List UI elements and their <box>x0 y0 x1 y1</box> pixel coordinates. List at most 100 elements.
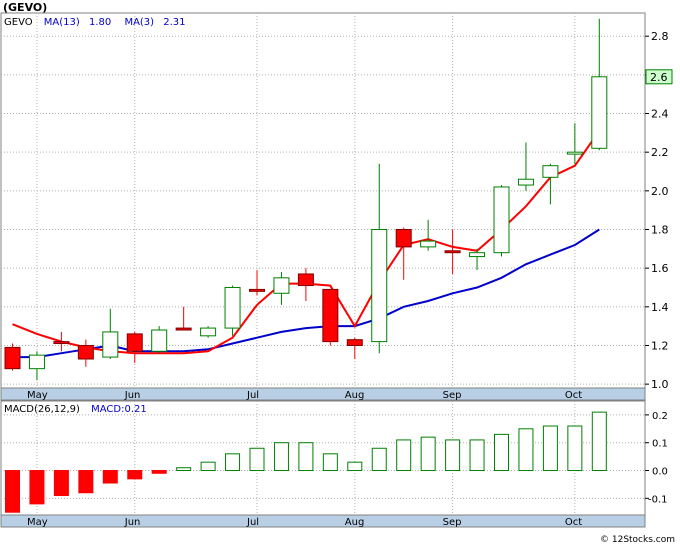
legend-ma13-value: 1.80 <box>89 17 111 28</box>
month-label-aug: Aug <box>345 517 365 528</box>
candle-10 <box>249 270 265 296</box>
candle-body <box>53 341 70 345</box>
price-date-axis: May Jun Jul Aug Sep Oct <box>27 390 582 401</box>
candle-body <box>469 252 486 258</box>
price-tick-label: 2.4 <box>651 108 669 121</box>
candle-body <box>28 354 45 370</box>
candle-19 <box>469 248 486 271</box>
macd-bar-7 <box>176 467 192 472</box>
candle-body <box>346 339 363 346</box>
price-axis: 1.0 1.2 1.4 1.6 1.8 2.0 2.2 2.4 2.6 2.8 <box>645 30 669 391</box>
candles <box>4 18 608 381</box>
candle-body <box>591 76 608 149</box>
candle-21 <box>517 142 534 191</box>
macd-tick-label: 0.1 <box>652 439 668 450</box>
price-tick-label: 1.2 <box>651 339 669 352</box>
price-tick-label: 1.6 <box>651 262 669 275</box>
candle-24 <box>591 18 608 151</box>
candle-17 <box>420 219 437 251</box>
macd-bar-4 <box>102 470 118 484</box>
candle-2 <box>53 331 70 352</box>
candle-body <box>444 250 461 254</box>
candle-body <box>126 333 143 352</box>
macd-bar-8 <box>200 461 216 472</box>
macd-legend-value: MACD:0.21 <box>91 404 147 415</box>
month-label-oct: Oct <box>565 517 582 528</box>
macd-bar-13 <box>322 453 338 472</box>
macd-bar-1 <box>29 470 45 505</box>
macd-tick-label: 0.2 <box>652 411 668 422</box>
candle-body <box>517 178 534 186</box>
price-tick-label: 1.4 <box>651 301 669 314</box>
month-label-may: May <box>27 517 48 528</box>
candle-body <box>102 331 119 358</box>
watermark: © 12Stocks.com <box>600 535 675 545</box>
candle-0 <box>4 343 21 371</box>
macd-bar-2 <box>53 470 69 497</box>
macd-bar-12 <box>298 442 314 472</box>
legend-ma13-label: MA(13) <box>44 17 80 28</box>
month-label-may: May <box>27 390 48 401</box>
candle-20 <box>493 185 510 257</box>
month-label-aug: Aug <box>345 390 365 401</box>
candle-23 <box>566 123 583 164</box>
candle-body <box>371 228 388 343</box>
price-date-band <box>0 387 646 401</box>
candle-body <box>297 273 314 287</box>
macd-date-band <box>0 514 646 528</box>
candle-7 <box>175 306 192 331</box>
candle-body <box>4 346 21 370</box>
candle-body <box>77 344 94 360</box>
macd-bar-20 <box>494 433 509 472</box>
candle-16 <box>395 227 412 280</box>
last-price-tag: 2.6 <box>645 69 673 85</box>
candle-18 <box>444 229 461 274</box>
macd-bar-16 <box>396 439 412 472</box>
candle-12 <box>297 268 314 302</box>
month-label-jun: Jun <box>124 517 141 528</box>
month-label-jul: Jul <box>246 390 259 401</box>
candle-body <box>200 327 217 337</box>
candle-5 <box>126 331 143 363</box>
macd-bar-19 <box>469 439 485 472</box>
month-label-oct: Oct <box>565 390 582 401</box>
macd-tick-label: 0.0 <box>652 467 668 478</box>
macd-bar-0 <box>5 470 20 513</box>
candle-9 <box>224 285 241 336</box>
last-price-value: 2.6 <box>650 71 668 84</box>
candle-8 <box>200 326 217 338</box>
candle-22 <box>542 163 559 205</box>
macd-bar-24 <box>591 411 607 472</box>
macd-bar-10 <box>249 447 265 472</box>
candle-4 <box>102 308 119 360</box>
price-tick-label: 2.8 <box>651 30 669 43</box>
candle-body <box>273 277 290 294</box>
candle-13 <box>322 288 339 346</box>
price-tick-label: 1.0 <box>651 378 669 391</box>
chart-title: (GEVO) <box>3 1 47 14</box>
macd-bar-18 <box>445 439 461 472</box>
price-tick-label: 2.0 <box>651 185 669 198</box>
month-label-jul: Jul <box>246 517 259 528</box>
candle-body <box>151 329 168 352</box>
candle-body <box>420 240 437 248</box>
candle-15 <box>371 163 388 354</box>
candle-body <box>493 186 510 254</box>
macd-bar-22 <box>542 425 558 472</box>
candle-body <box>175 327 192 331</box>
month-label-jun: Jun <box>124 390 141 401</box>
macd-bar-14 <box>347 461 363 472</box>
macd-axis: 0.2 0.1 0.0 -0.1 <box>645 411 668 505</box>
macd-bar-17 <box>420 436 436 472</box>
candle-body <box>224 286 241 329</box>
legend-ma3-label: MA(3) <box>124 17 154 28</box>
macd-bar-9 <box>225 453 241 472</box>
candle-body <box>395 228 412 248</box>
macd-date-axis: May Jun Jul Aug Sep Oct <box>27 517 582 528</box>
macd-bar-15 <box>371 447 387 472</box>
macd-legend-label: MACD(26,12,9) <box>4 404 80 415</box>
candle-11 <box>273 272 290 305</box>
price-legend: GEVO MA(13) 1.80 MA(3) 2.31 <box>4 17 186 28</box>
macd-bar-5 <box>127 470 143 480</box>
candle-1 <box>28 351 45 381</box>
